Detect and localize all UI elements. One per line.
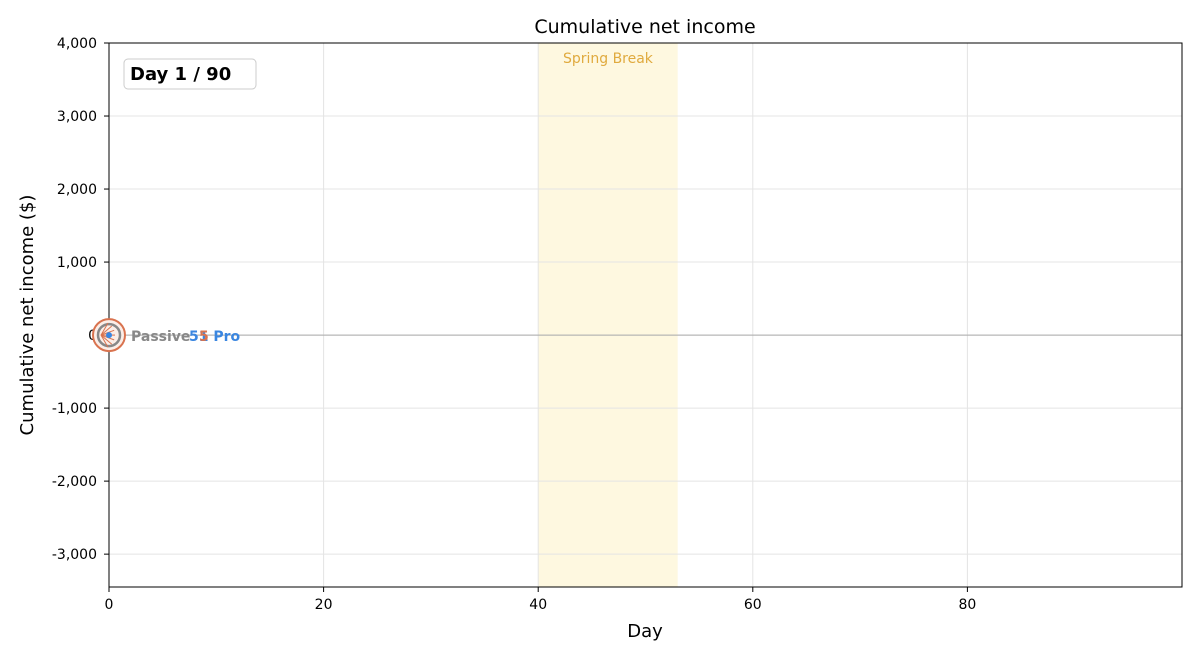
plot-frame — [108, 42, 1183, 588]
shaded-band — [538, 43, 678, 587]
y-tick-label: -2,000 — [52, 474, 97, 490]
frame-counter-box — [123, 58, 257, 90]
y-tick-label: 1,000 — [57, 255, 97, 271]
series-label: Passive — [131, 329, 190, 345]
series-marker-point — [106, 332, 112, 339]
x-tick-label: 60 — [744, 597, 762, 613]
y-tick-label: -3,000 — [52, 547, 97, 563]
plot-area: Spring Break020406080-3,000-2,000-1,0000… — [52, 36, 1183, 613]
series-marker-spoke — [100, 334, 109, 348]
y-tick-label: 4,000 — [57, 36, 97, 52]
x-tick-label: 80 — [958, 597, 976, 613]
series-marker-passive — [96, 322, 122, 348]
series-marker-spoke — [100, 322, 109, 336]
frame-counter-text: Day 1 / 90 — [130, 64, 231, 85]
series-marker-spoke — [100, 325, 113, 336]
x-tick-label: 20 — [315, 597, 333, 613]
x-tick-label: 0 — [105, 597, 114, 613]
series-label: 51 Pro — [189, 329, 241, 345]
series-label: 5 — [199, 329, 209, 345]
x-tick-label: 40 — [529, 597, 547, 613]
y-tick-label: -1,000 — [52, 401, 97, 417]
series-marker-spoke — [100, 334, 113, 345]
x-axis-title: Day — [627, 621, 663, 642]
y-tick-label: 2,000 — [57, 182, 97, 198]
y-tick-label: 3,000 — [57, 109, 97, 125]
y-axis-title: Cumulative net income ($) — [17, 195, 38, 436]
shaded-band-label: Spring Break — [563, 51, 654, 67]
chart-title: Cumulative net income — [534, 16, 755, 38]
